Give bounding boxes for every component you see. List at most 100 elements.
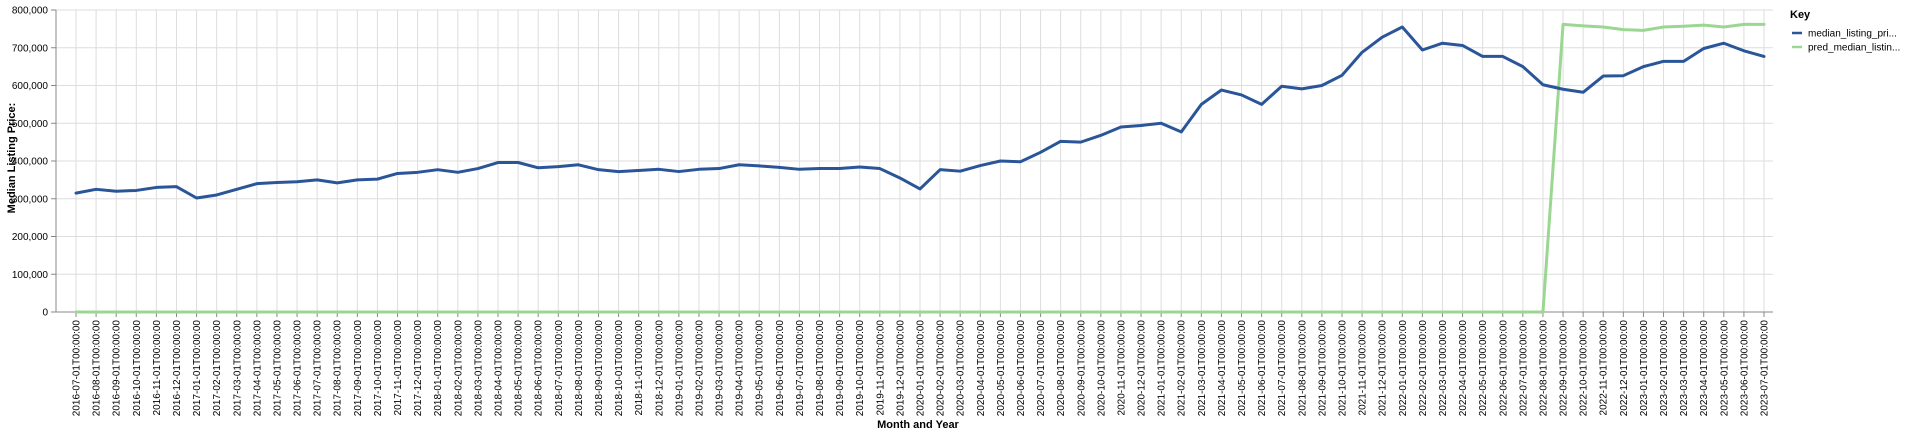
- x-tick-label: 2017-11-01T00:00:00: [393, 320, 404, 416]
- x-tick-label: 2018-10-01T00:00:00: [614, 320, 625, 417]
- x-tick-label: 2017-03-01T00:00:00: [232, 320, 243, 417]
- x-tick-label: 2022-06-01T00:00:00: [1498, 320, 1509, 417]
- x-tick-label: 2023-05-01T00:00:00: [1719, 320, 1730, 417]
- x-tick-label: 2021-02-01T00:00:00: [1177, 320, 1188, 417]
- x-tick-label: 2018-05-01T00:00:00: [514, 320, 525, 417]
- x-tick-label: 2022-09-01T00:00:00: [1559, 320, 1570, 417]
- x-tick-label: 2017-08-01T00:00:00: [333, 320, 344, 417]
- x-tick-label: 2017-09-01T00:00:00: [353, 320, 364, 417]
- x-tick-label: 2019-09-01T00:00:00: [835, 320, 846, 417]
- x-tick-label: 2018-09-01T00:00:00: [594, 320, 605, 417]
- x-tick-label: 2023-01-01T00:00:00: [1639, 320, 1650, 417]
- x-tick-label: 2019-10-01T00:00:00: [855, 320, 866, 417]
- legend-label: median_listing_pri...: [1808, 29, 1897, 40]
- x-tick-label: 2019-02-01T00:00:00: [694, 320, 705, 417]
- x-tick-label: 2017-10-01T00:00:00: [373, 320, 384, 417]
- x-tick-label: 2020-10-01T00:00:00: [1096, 320, 1107, 417]
- x-tick-label: 2020-06-01T00:00:00: [1016, 320, 1027, 417]
- x-tick-label: 2021-05-01T00:00:00: [1237, 320, 1248, 417]
- x-tick-label: 2019-01-01T00:00:00: [674, 320, 685, 417]
- x-tick-label: 2020-07-01T00:00:00: [1036, 320, 1047, 417]
- x-tick-label: 2018-01-01T00:00:00: [433, 320, 444, 417]
- x-tick-label: 2017-06-01T00:00:00: [293, 320, 304, 417]
- x-tick-label: 2019-11-01T00:00:00: [875, 320, 886, 416]
- series-lines: [74, 22, 1766, 314]
- x-tick-label: 2021-12-01T00:00:00: [1378, 320, 1389, 417]
- x-tick-label: 2020-08-01T00:00:00: [1056, 320, 1067, 417]
- x-tick-label: 2017-05-01T00:00:00: [272, 320, 283, 417]
- x-tick-label: 2020-03-01T00:00:00: [956, 320, 967, 417]
- x-tick-label: 2018-04-01T00:00:00: [494, 320, 505, 417]
- x-axis-title: Month and Year: [877, 419, 959, 431]
- y-tick-label: 200,000: [12, 232, 49, 243]
- y-axis-title: Median Listing Price:: [6, 103, 18, 214]
- x-tick-label: 2020-02-01T00:00:00: [936, 320, 947, 417]
- x-tick-label: 2022-01-01T00:00:00: [1398, 320, 1409, 417]
- x-tick-label: 2017-02-01T00:00:00: [212, 320, 223, 417]
- x-tick-label: 2020-11-01T00:00:00: [1116, 320, 1127, 416]
- legend: Key median_listing_pri... pred_median_lis…: [1790, 9, 1900, 54]
- x-tick-label: 2021-08-01T00:00:00: [1297, 320, 1308, 417]
- x-tick-label: 2016-12-01T00:00:00: [172, 320, 183, 417]
- x-tick-label: 2019-03-01T00:00:00: [715, 320, 726, 417]
- x-tick-label: 2017-12-01T00:00:00: [413, 320, 424, 417]
- y-tick-label: 400,000: [12, 157, 49, 168]
- x-tick-label: 2023-06-01T00:00:00: [1739, 320, 1750, 417]
- x-tick-label: 2022-11-01T00:00:00: [1599, 320, 1610, 416]
- x-tick-label: 2022-07-01T00:00:00: [1518, 320, 1529, 417]
- x-tick-label: 2021-06-01T00:00:00: [1257, 320, 1268, 417]
- x-tick-label: 2022-08-01T00:00:00: [1538, 320, 1549, 417]
- x-axis: 2016-07-01T00:00:00 2016-08-01T00:00:00 20…: [56, 311, 1773, 417]
- y-tick-label: 800,000: [12, 6, 49, 17]
- x-tick-label: 2021-01-01T00:00:00: [1157, 320, 1168, 417]
- x-tick-label: 2018-11-01T00:00:00: [634, 320, 645, 416]
- x-tick-label: 2020-04-01T00:00:00: [976, 320, 987, 417]
- x-tick-label: 2021-03-01T00:00:00: [1197, 320, 1208, 417]
- series-line-pred-median-listing-price: [74, 22, 1766, 314]
- x-tick-label: 2019-05-01T00:00:00: [755, 320, 766, 417]
- x-tick-label: 2021-10-01T00:00:00: [1338, 320, 1349, 417]
- x-tick-label: 2016-07-01T00:00:00: [72, 320, 83, 417]
- x-tick-label: 2022-10-01T00:00:00: [1579, 320, 1590, 417]
- x-tick-label: 2018-02-01T00:00:00: [453, 320, 464, 417]
- x-tick-label: 2017-04-01T00:00:00: [252, 320, 263, 417]
- x-tick-label: 2023-07-01T00:00:00: [1760, 320, 1771, 417]
- x-tick-label: 2019-12-01T00:00:00: [895, 320, 906, 417]
- x-tick-label: 2016-10-01T00:00:00: [132, 320, 143, 417]
- y-tick-label: 500,000: [12, 119, 49, 130]
- x-tick-label: 2023-02-01T00:00:00: [1659, 320, 1670, 417]
- x-tick-label: 2017-01-01T00:00:00: [192, 320, 203, 417]
- x-tick-label: 2019-08-01T00:00:00: [815, 320, 826, 417]
- y-tick-label: 100,000: [12, 270, 49, 281]
- x-tick-label: 2020-05-01T00:00:00: [996, 320, 1007, 417]
- x-tick-label: 2016-11-01T00:00:00: [152, 320, 163, 416]
- legend-title: Key: [1790, 9, 1811, 21]
- x-tick-label: 2020-12-01T00:00:00: [1137, 320, 1148, 417]
- y-tick-label: 700,000: [12, 43, 49, 54]
- y-tick-label: 0: [42, 308, 48, 319]
- x-tick-label: 2023-03-01T00:00:00: [1679, 320, 1690, 417]
- x-tick-label: 2020-09-01T00:00:00: [1076, 320, 1087, 417]
- y-tick-label: 300,000: [12, 194, 49, 205]
- x-tick-label: 2021-04-01T00:00:00: [1217, 320, 1228, 417]
- x-tick-label: 2020-01-01T00:00:00: [916, 320, 927, 417]
- x-tick-label: 2016-08-01T00:00:00: [92, 320, 103, 417]
- x-tick-label: 2016-09-01T00:00:00: [112, 320, 123, 417]
- x-tick-label: 2018-08-01T00:00:00: [574, 320, 585, 417]
- x-tick-label: 2017-07-01T00:00:00: [313, 320, 324, 417]
- x-tick-label: 2022-12-01T00:00:00: [1619, 320, 1630, 417]
- x-tick-label: 2021-11-01T00:00:00: [1358, 320, 1369, 416]
- x-tick-label: 2022-04-01T00:00:00: [1458, 320, 1469, 417]
- series-line-median-listing-price: [74, 25, 1766, 200]
- x-tick-label: 2019-04-01T00:00:00: [735, 320, 746, 417]
- x-tick-label: 2019-06-01T00:00:00: [775, 320, 786, 417]
- x-tick-label: 2021-07-01T00:00:00: [1277, 320, 1288, 417]
- x-tick-label: 2022-02-01T00:00:00: [1418, 320, 1429, 417]
- x-tick-label: 2018-06-01T00:00:00: [534, 320, 545, 417]
- x-tick-label: 2022-03-01T00:00:00: [1438, 320, 1449, 417]
- legend-label: pred_median_listin...: [1808, 43, 1900, 54]
- gridlines: [56, 9, 1773, 313]
- x-tick-label: 2021-09-01T00:00:00: [1317, 320, 1328, 417]
- x-tick-label: 2018-12-01T00:00:00: [654, 320, 665, 417]
